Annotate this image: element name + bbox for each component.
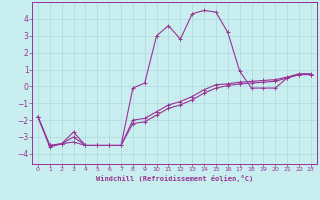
X-axis label: Windchill (Refroidissement éolien,°C): Windchill (Refroidissement éolien,°C) (96, 175, 253, 182)
